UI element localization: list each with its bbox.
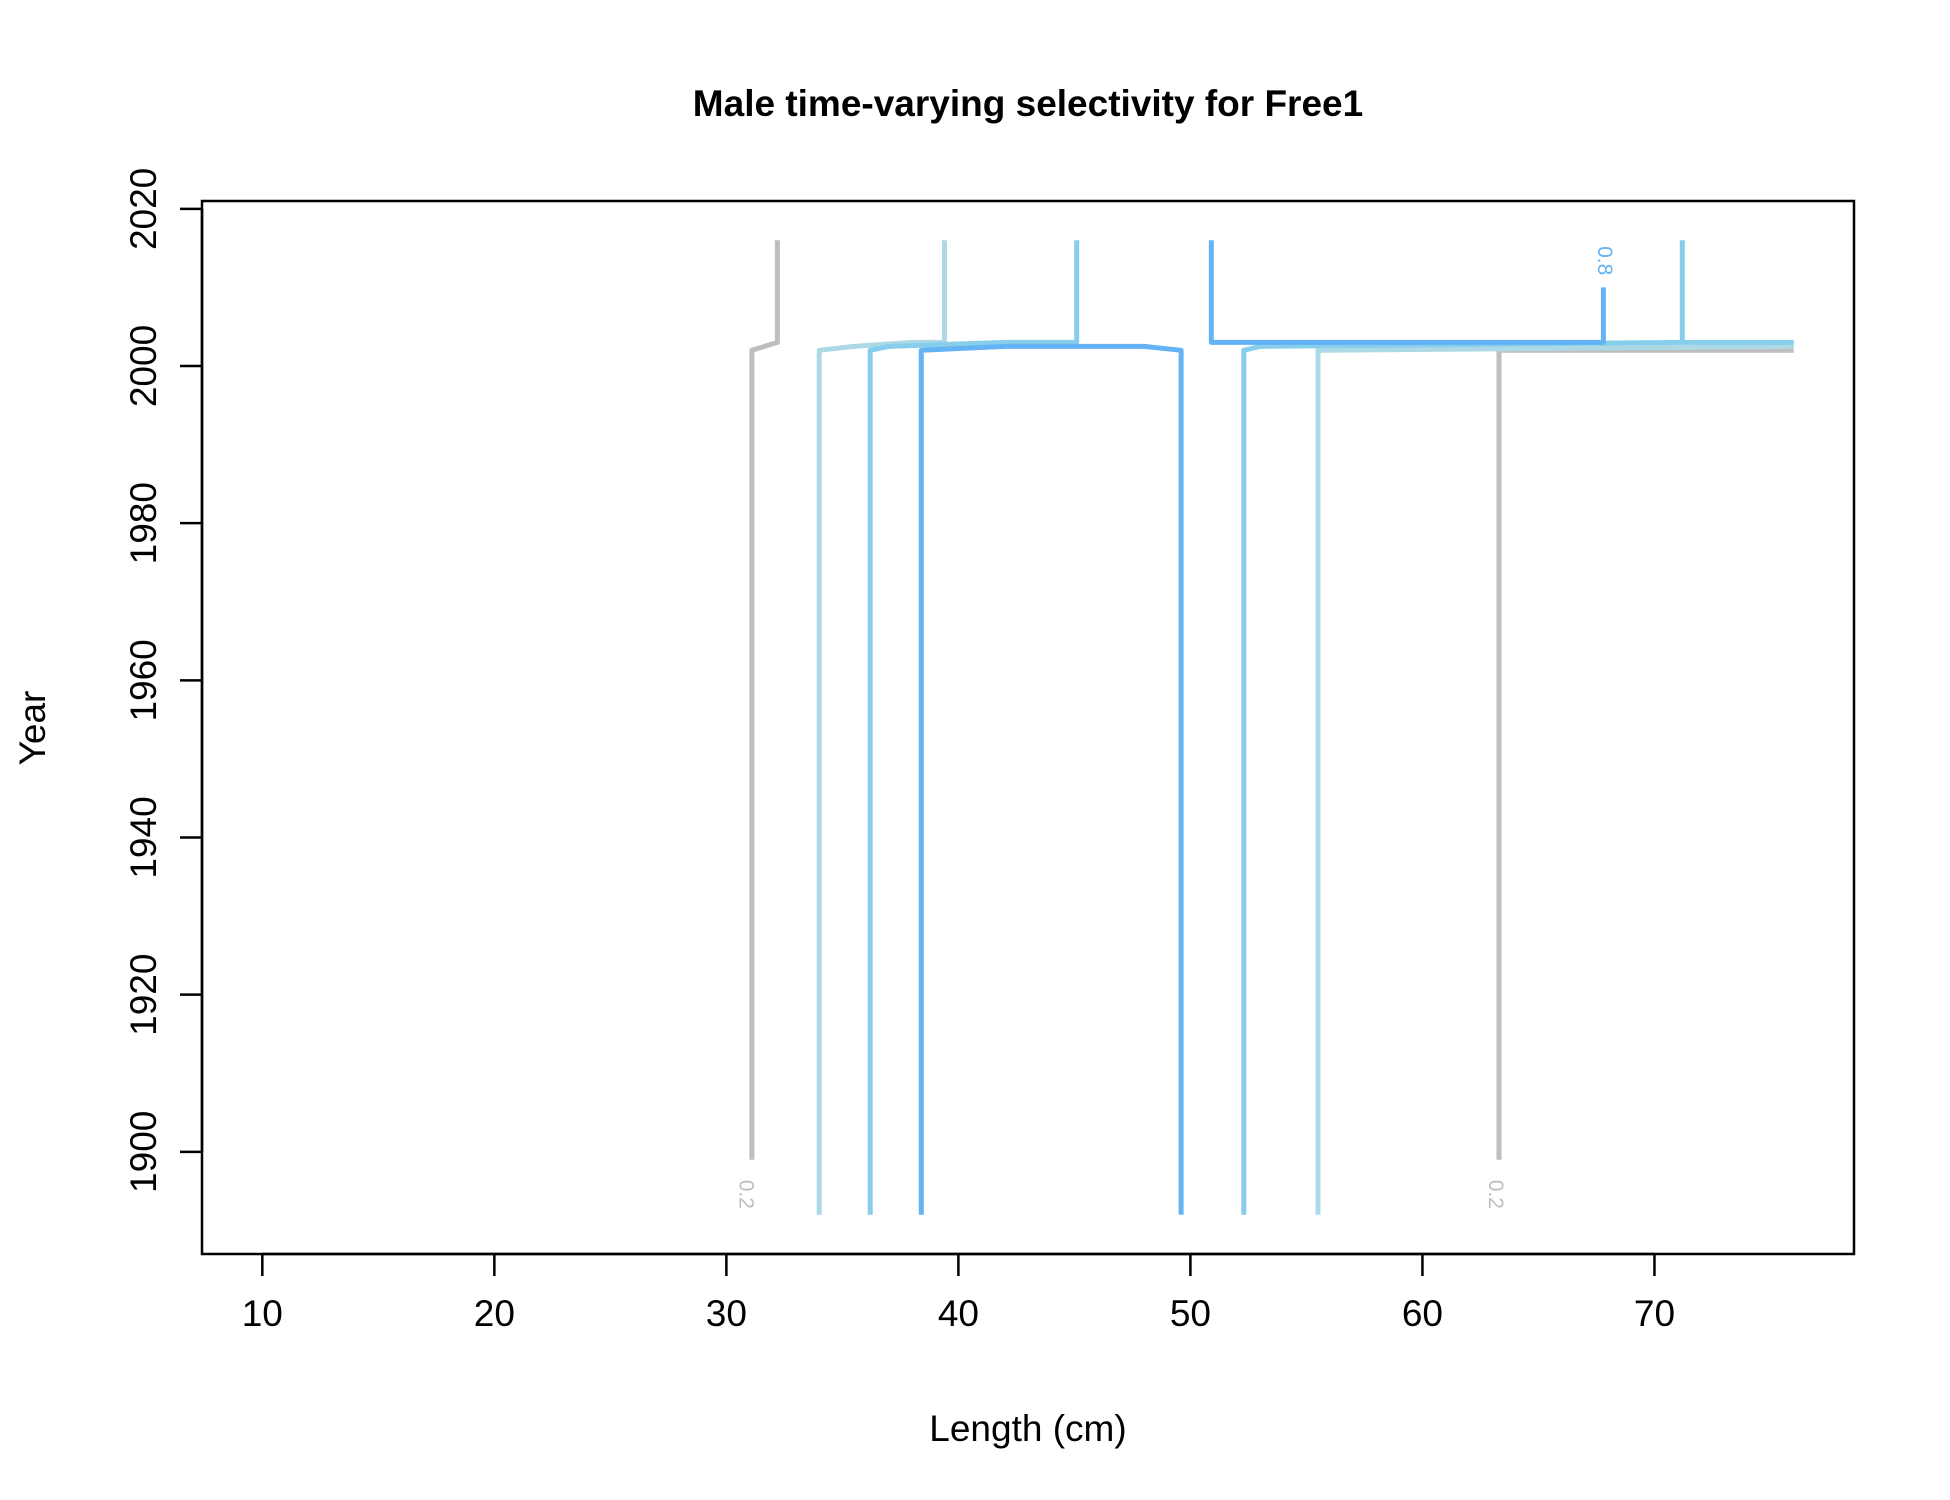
- x-tick-label-10: 10: [242, 1293, 283, 1334]
- y-tick-label-2020: 2020: [123, 168, 164, 250]
- y-tick-label-1940: 1940: [123, 796, 164, 878]
- chart-title: Male time-varying selectivity for Free1: [693, 83, 1363, 124]
- x-axis-label: Length (cm): [929, 1408, 1126, 1449]
- x-tick-label-20: 20: [474, 1293, 515, 1334]
- y-tick-label-1960: 1960: [123, 639, 164, 721]
- y-axis-label: Year: [12, 691, 53, 766]
- contour-line-0-8-8: [1208, 240, 1606, 345]
- x-tick-label-30: 30: [706, 1293, 747, 1334]
- contour-line-0-4-3: [1315, 343, 1794, 1215]
- y-tick-label-2000: 2000: [123, 325, 164, 407]
- contour-level-labels: 0.2 0.2 0.8: [734, 246, 1616, 1209]
- y-tick-label-1980: 1980: [123, 482, 164, 564]
- contour-line-0-2-1: [1496, 347, 1794, 1160]
- contour-label-0: 0.2: [734, 1180, 757, 1209]
- contour-line-0-6-5: [1241, 240, 1685, 1215]
- x-tick-label-70: 70: [1634, 1293, 1675, 1334]
- x-tick-label-50: 50: [1170, 1293, 1211, 1334]
- x-tick-label-60: 60: [1402, 1293, 1443, 1334]
- contour-lines: [749, 240, 1794, 1215]
- y-tick-label-1920: 1920: [123, 954, 164, 1036]
- contour-label-1: 0.2: [1484, 1180, 1507, 1209]
- y-axis: 1900 1920 1940 1960 1980 2000 2020: [123, 168, 204, 1193]
- x-axis: 10 20 30 40 50 60 70: [242, 1252, 1675, 1334]
- contour-line-0-8-7: [918, 343, 1184, 1215]
- plot-frame: [200, 199, 1856, 1256]
- contour-line-0-4-2: [816, 240, 947, 1215]
- x-tick-label-40: 40: [938, 1293, 979, 1334]
- contour-line-0-6-4: [867, 240, 1080, 1215]
- contour-label-2: 0.8: [1593, 246, 1616, 275]
- y-tick-label-1900: 1900: [123, 1111, 164, 1193]
- contour-line-0-2-0: [749, 240, 780, 1160]
